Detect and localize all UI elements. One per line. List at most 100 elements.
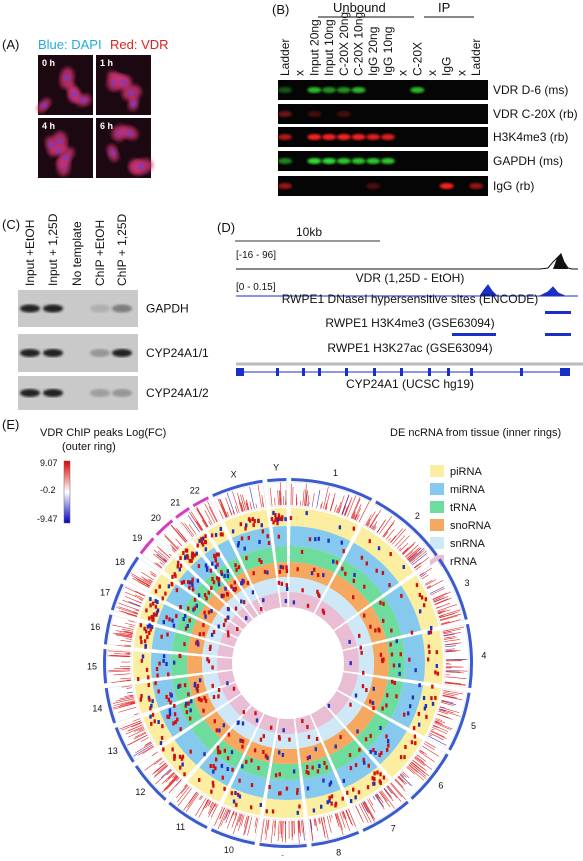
de-point xyxy=(152,602,154,606)
band xyxy=(278,111,292,117)
de-point xyxy=(174,754,176,758)
de-point xyxy=(279,570,281,574)
de-point xyxy=(265,754,267,758)
ncrna-ring xyxy=(152,627,175,651)
de-point xyxy=(151,618,153,622)
de-point xyxy=(383,776,385,780)
de-point xyxy=(194,606,196,610)
de-point xyxy=(204,615,206,619)
de-point xyxy=(425,597,427,601)
de-point xyxy=(263,734,265,738)
de-point xyxy=(432,702,434,706)
de-point xyxy=(187,580,189,584)
de-point xyxy=(363,761,365,765)
de-point xyxy=(227,616,229,620)
de-point xyxy=(437,672,439,676)
de-point xyxy=(189,708,191,712)
de-point xyxy=(298,805,300,809)
timepoint-label: 6 h xyxy=(100,121,113,131)
de-point xyxy=(349,703,351,707)
ring-title: VDR ChIP peaks Log(FC) xyxy=(40,427,166,439)
de-point xyxy=(242,721,244,725)
de-point xyxy=(260,607,262,611)
band xyxy=(90,349,110,357)
de-point xyxy=(210,609,212,613)
band xyxy=(352,158,366,164)
legend-label: snRNA xyxy=(450,538,486,550)
band xyxy=(307,134,321,140)
de-point xyxy=(404,745,406,749)
de-point xyxy=(395,694,397,698)
chromosome-label: 17 xyxy=(100,587,110,597)
de-point xyxy=(200,698,202,702)
ncrna-ring xyxy=(264,798,304,818)
de-point xyxy=(247,581,249,585)
blot-label: H3K4me3 (rb) xyxy=(493,130,568,144)
lane-label: x xyxy=(396,70,410,76)
de-point xyxy=(313,808,315,812)
de-point xyxy=(227,630,229,634)
band xyxy=(112,389,132,397)
de-point xyxy=(241,745,243,749)
de-point xyxy=(316,737,318,741)
de-point xyxy=(434,696,436,700)
gene-label: CYP24A1/2 xyxy=(146,386,209,400)
de-point xyxy=(176,588,178,592)
de-point xyxy=(403,565,405,569)
de-point xyxy=(157,720,159,724)
stain-label: Red: VDR xyxy=(110,37,169,52)
de-point xyxy=(391,680,393,684)
de-point xyxy=(350,766,352,770)
chromosome-label: 14 xyxy=(92,704,102,714)
band xyxy=(366,183,380,189)
de-point xyxy=(226,681,228,685)
de-point xyxy=(309,755,311,759)
de-point xyxy=(350,799,352,803)
de-point xyxy=(390,628,392,632)
de-point xyxy=(278,737,280,741)
de-point xyxy=(376,770,378,774)
de-point xyxy=(374,751,376,755)
exon xyxy=(318,368,321,376)
de-point xyxy=(350,661,352,665)
de-point xyxy=(168,617,170,621)
de-point xyxy=(155,599,157,603)
de-point xyxy=(227,593,229,597)
de-point xyxy=(260,803,262,807)
ring-title: (outer ring) xyxy=(62,441,116,453)
lane-label: IgG xyxy=(440,57,454,76)
de-point xyxy=(141,659,143,663)
de-point xyxy=(369,700,371,704)
band xyxy=(20,389,40,397)
de-point xyxy=(385,703,387,707)
de-point xyxy=(412,695,414,699)
ncrna-ring xyxy=(372,642,389,677)
band xyxy=(469,183,483,189)
exon xyxy=(428,368,431,376)
de-point xyxy=(194,598,196,602)
peak-bar xyxy=(452,333,496,336)
de-point xyxy=(251,783,253,787)
group-label: IP xyxy=(438,0,450,15)
de-point xyxy=(285,565,287,569)
de-point xyxy=(160,741,162,745)
de-point xyxy=(398,663,400,667)
de-point xyxy=(206,568,208,572)
de-point xyxy=(147,625,149,629)
exon xyxy=(560,368,570,376)
de-point xyxy=(181,581,183,585)
de-point xyxy=(311,766,313,770)
ncrna-ring xyxy=(202,657,217,673)
legend-label: piRNA xyxy=(450,466,482,478)
de-point xyxy=(148,616,150,620)
de-point xyxy=(306,511,308,515)
exon xyxy=(520,368,523,376)
de-point xyxy=(358,790,360,794)
de-point xyxy=(172,721,174,725)
de-point xyxy=(258,540,260,544)
de-point xyxy=(425,715,427,719)
lane-label: ChIP + 1,25D xyxy=(115,214,129,286)
de-point xyxy=(217,746,219,750)
de-point xyxy=(142,654,144,658)
